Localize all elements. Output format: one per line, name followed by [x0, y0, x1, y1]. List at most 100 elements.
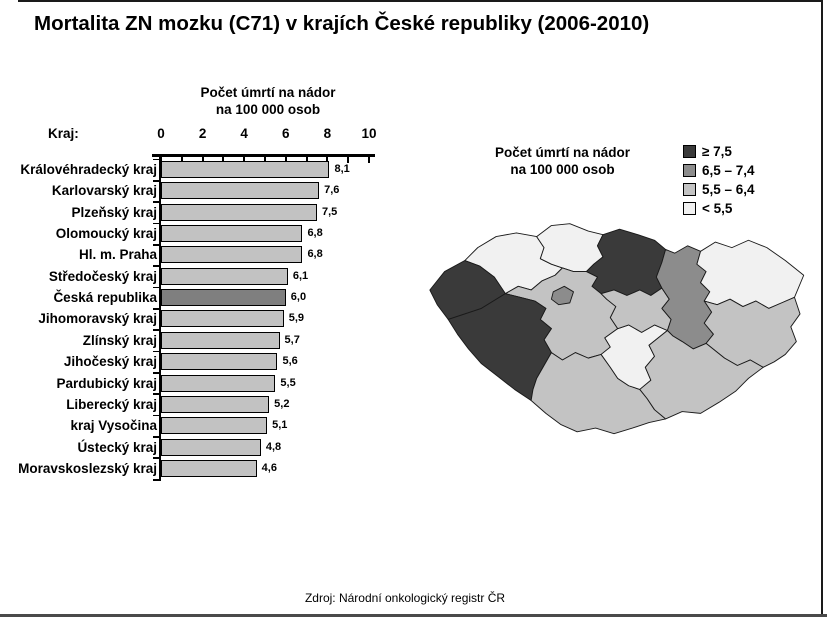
bar-category-label: Pardubický kraj [56, 375, 157, 391]
map-legend-title-line2: na 100 000 osob [510, 162, 615, 177]
bar-category-label: Moravskoslezský kraj [18, 460, 157, 476]
map-region-praha [550, 285, 574, 306]
category-axis-tick-mark [153, 478, 159, 481]
category-axis-tick-mark [153, 393, 159, 396]
bar [161, 289, 286, 307]
bar-value-label: 6,8 [307, 248, 323, 261]
bar-chart-axis-title: Počet úmrtí na nádor na 100 000 osob [168, 84, 368, 118]
map-legend-swatch [683, 164, 696, 177]
category-axis-tick-mark [153, 350, 159, 353]
page-title: Mortalita ZN mozku (C71) v krajích České… [34, 12, 650, 35]
x-axis-tick-mark [264, 154, 266, 163]
bar [161, 182, 320, 200]
x-axis-tick-number: 10 [361, 126, 377, 141]
bar-value-label: 5,7 [284, 333, 300, 346]
bar-category-label: Zlínský kraj [82, 332, 157, 348]
bar-category-label: Jihomoravský kraj [38, 311, 157, 327]
bar-value-label: 5,1 [272, 419, 288, 432]
bar-value-label: 5,2 [274, 397, 290, 410]
bar-category-label: Plzeňský kraj [71, 204, 157, 220]
map-legend-swatch [683, 183, 696, 196]
bar-category-label: kraj Vysočina [70, 418, 157, 434]
value-axis-line [152, 154, 375, 157]
x-axis-tick-mark [243, 154, 246, 163]
x-axis-tick-mark [284, 154, 287, 163]
bar-value-label: 6,1 [292, 269, 309, 282]
category-axis-label: Kraj: [48, 126, 79, 141]
bar-category-label: Středočeský kraj [48, 268, 157, 284]
bar [161, 225, 303, 243]
bar-category-label: Jihočeský kraj [63, 354, 157, 370]
x-axis-tick-mark [326, 154, 329, 163]
category-axis-tick-mark [153, 286, 159, 289]
map-legend-item: < 5,5 [683, 199, 755, 218]
bar-value-label: 6,8 [307, 227, 323, 240]
bottom-border-line [0, 614, 827, 617]
category-axis-tick-mark [153, 372, 159, 374]
category-axis-line [158, 154, 161, 481]
bar-value-label: 4,6 [261, 461, 277, 474]
czech-republic-choropleth-map [429, 223, 805, 435]
x-axis-tick-number: 0 [157, 126, 165, 141]
bar [161, 331, 280, 349]
bar [161, 395, 270, 413]
map-legend-label: < 5,5 [702, 201, 733, 216]
x-axis-tick-mark [201, 154, 204, 163]
bar-value-label: 5,5 [280, 376, 296, 389]
map-legend-swatch [683, 145, 696, 158]
bar-chart-axis-title-line2: na 100 000 osob [215, 102, 321, 117]
map-legend-title: Počet úmrtí na nádor na 100 000 osob [470, 144, 655, 178]
category-axis-tick-mark [153, 457, 159, 460]
map-legend-label: 5,5 – 6,4 [702, 182, 755, 197]
bar-category-label: Karlovarský kraj [51, 183, 157, 199]
map-legend-label: ≥ 7,5 [702, 144, 732, 159]
x-axis-tick-mark [180, 154, 183, 163]
source-note: Zdroj: Národní onkologický registr ČR [304, 591, 506, 605]
map-legend-item: 6,5 – 7,4 [683, 161, 755, 180]
bar-category-label: Olomoucký kraj [55, 226, 157, 242]
bar [161, 459, 257, 477]
bar-value-label: 8,1 [334, 163, 350, 175]
map-region-jihomoravsky [639, 330, 764, 420]
category-axis-tick-mark [153, 436, 159, 438]
bar-chart: Počet úmrtí na nádor na 100 000 osob Kra… [0, 0, 430, 520]
top-border-line [18, 0, 822, 2]
category-axis-tick-mark [153, 329, 159, 332]
category-axis-tick-mark [153, 307, 159, 310]
category-axis-tick-mark [153, 158, 159, 161]
bar-value-label: 6,0 [290, 291, 307, 304]
category-axis-tick-mark [153, 414, 159, 417]
x-axis-tick-mark [222, 154, 225, 163]
x-axis-tick-number: 8 [323, 126, 332, 141]
bar-value-label: 5,9 [288, 312, 305, 325]
x-axis-tick-number: 4 [240, 126, 248, 141]
bar [161, 438, 261, 456]
x-axis-tick-mark [160, 154, 162, 163]
bar-value-label: 7,5 [322, 205, 338, 218]
bar-category-label: Královéhradecký kraj [20, 162, 157, 177]
bar-category-label: Liberecký kraj [66, 396, 157, 412]
x-axis-tick-number: 2 [198, 126, 207, 141]
map-region-jihocesky [530, 352, 667, 435]
bar-chart-axis-title-line1: Počet úmrtí na nádor [200, 85, 336, 100]
bar [161, 203, 317, 221]
category-axis-tick-mark [153, 265, 159, 268]
bar-value-label: 5,6 [282, 355, 298, 368]
map-legend-title-line1: Počet úmrtí na nádor [494, 145, 631, 160]
map-legend: ≥ 7,5 6,5 – 7,4 5,5 – 6,4 < 5,5 [683, 142, 755, 218]
bar [161, 374, 276, 392]
x-axis-tick-number: 6 [282, 126, 290, 141]
category-axis-tick-mark [153, 222, 159, 225]
bar [161, 161, 330, 178]
category-axis-tick-mark [153, 201, 159, 203]
category-axis-tick-mark [153, 243, 159, 246]
map-legend-item: 5,5 – 6,4 [683, 180, 755, 199]
bar-value-label: 4,8 [265, 440, 282, 453]
category-axis-tick-mark [153, 179, 159, 182]
bar [161, 267, 288, 285]
bar [161, 246, 303, 264]
bar-category-label: Hl. m. Praha [78, 247, 157, 263]
bar [161, 310, 284, 328]
bar [161, 353, 278, 371]
